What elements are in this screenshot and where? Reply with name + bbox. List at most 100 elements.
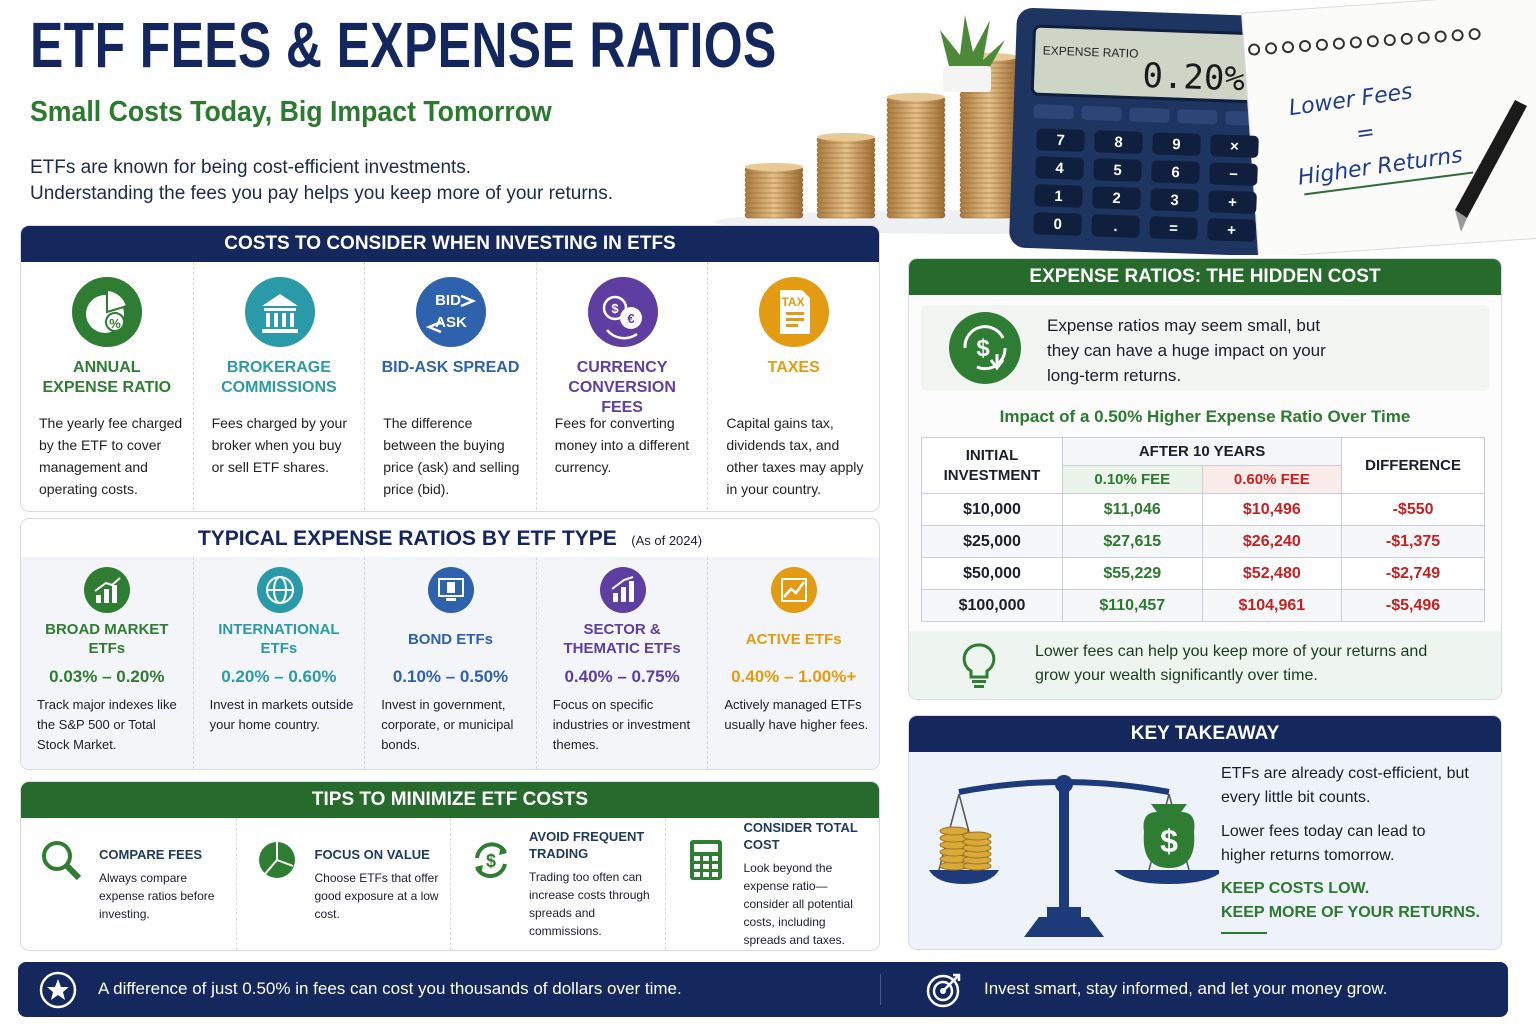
type-text: Actively managed ETFs usually have highe… bbox=[724, 697, 869, 732]
type-title-box: SECTOR & THEMATIC ETFs bbox=[537, 619, 708, 659]
icon-path bbox=[1455, 210, 1467, 232]
icon-g bbox=[1241, 0, 1536, 255]
cost-title: TAXES bbox=[767, 359, 820, 376]
icon-rect bbox=[943, 66, 991, 92]
cost-title-box: TAXES bbox=[708, 358, 879, 402]
cost-item: BID ASK BID-ASK SPREAD The difference betwe… bbox=[364, 262, 536, 510]
icon-circle bbox=[244, 277, 315, 347]
hidden-cost-intro: $ Expense ratios may seem small, but they… bbox=[921, 305, 1489, 391]
calculator-key-label: + bbox=[1227, 222, 1237, 239]
icon-circle bbox=[1298, 39, 1311, 52]
table-cell: -$2,749 bbox=[1341, 557, 1485, 590]
calculator-key-label: = bbox=[1169, 220, 1179, 237]
calculator-key-label: 5 bbox=[1113, 162, 1122, 179]
calculator-key bbox=[1036, 128, 1085, 152]
calculator-key-label: 2 bbox=[1112, 190, 1121, 207]
table-cell: $110,457 bbox=[1061, 589, 1203, 622]
cost-text: Fees charged by your broker when you buy… bbox=[211, 415, 347, 475]
cost-icon-text: % bbox=[109, 316, 121, 331]
icon-rect bbox=[265, 313, 270, 327]
type-title-box: BROAD MARKET ETFs bbox=[21, 619, 193, 659]
icon-rect bbox=[693, 844, 718, 852]
icon-path bbox=[425, 320, 442, 334]
takeaway-line: Lower fees today can lead to higher retu… bbox=[1221, 823, 1426, 864]
icon bbox=[428, 567, 475, 613]
calculator-key bbox=[1207, 218, 1256, 242]
calculator-key-label: − bbox=[1229, 166, 1239, 183]
tip-text: Look beyond the expense ratio—consider a… bbox=[743, 861, 853, 947]
icon bbox=[599, 567, 646, 613]
intro-line: Understanding the fees you pay helps you… bbox=[30, 183, 614, 204]
tip-item: FOCUS ON VALUE Choose ETFs that offer goo… bbox=[235, 818, 451, 950]
type-text: Focus on specific industries or investme… bbox=[552, 697, 691, 752]
table-cell: $100,000 bbox=[921, 589, 1063, 622]
notepad-line: = bbox=[1355, 120, 1377, 147]
calculator-key bbox=[1150, 188, 1199, 212]
icon-rect bbox=[1241, 0, 1536, 255]
hidden-cost-icon-text: $ bbox=[976, 335, 990, 362]
calculator-key bbox=[1093, 158, 1142, 182]
icon bbox=[256, 567, 303, 613]
icon-rect bbox=[273, 313, 278, 327]
table-cell: -$5,496 bbox=[1341, 589, 1485, 622]
icon-ellipse bbox=[745, 163, 803, 171]
tip-item: $ AVOID FREQUENT TRADING Trading too often… bbox=[450, 818, 665, 950]
types-heading: TYPICAL EXPENSE RATIOS BY ETF TYPE (As o… bbox=[21, 527, 879, 551]
icon-circle bbox=[619, 307, 642, 329]
icon-rect bbox=[693, 856, 700, 861]
subtitle: Small Costs Today, Big Impact Tomorrow bbox=[30, 96, 552, 128]
type-item: INTERNATIONAL ETFs 0.20% – 0.60% Invest in… bbox=[192, 557, 365, 769]
tip-body: FOCUS ON VALUE Choose ETFs that offer goo… bbox=[315, 826, 441, 942]
cost-text: Fees for converting money into a differe… bbox=[554, 415, 690, 475]
icon-circle bbox=[1332, 37, 1345, 50]
icon bbox=[689, 840, 722, 880]
hidden-cost-panel: EXPENSE RATIOS: THE HIDDEN COST $ Expense… bbox=[908, 258, 1502, 700]
types-title: TYPICAL EXPENSE RATIOS BY ETF TYPE bbox=[197, 527, 617, 550]
icon: TAX bbox=[759, 277, 830, 347]
icon bbox=[42, 841, 82, 881]
tip-text: Always compare expense ratios before inv… bbox=[99, 870, 215, 921]
icon-rect bbox=[261, 329, 298, 333]
icon-circle bbox=[1265, 42, 1278, 55]
icon bbox=[926, 973, 961, 1008]
calculator-key bbox=[1033, 212, 1082, 236]
table-cell: $50,000 bbox=[921, 557, 1063, 590]
icon bbox=[771, 567, 818, 613]
title: ETF FEES & EXPENSE RATIOS bbox=[30, 9, 777, 81]
icon-rect bbox=[438, 578, 465, 597]
table-header: 0.60% FEE bbox=[1201, 465, 1343, 494]
icon-rect bbox=[972, 680, 986, 683]
table-header: INITIAL INVESTMENT bbox=[921, 437, 1063, 494]
type-range: 0.20% – 0.60% bbox=[221, 667, 337, 686]
icon-ellipse bbox=[962, 831, 992, 841]
icon-rect bbox=[786, 324, 799, 327]
icon-path bbox=[929, 870, 999, 884]
icon-circle bbox=[602, 295, 628, 321]
takeaway-underline bbox=[1221, 932, 1267, 934]
calculator-key bbox=[1208, 190, 1257, 214]
icon-path bbox=[942, 973, 961, 992]
calculator-key-label: . bbox=[1113, 218, 1118, 235]
cost-icon-text: ASK bbox=[435, 314, 467, 331]
table-row: $10,000 $11,046 $10,496 -$550 bbox=[921, 493, 1485, 526]
icon-rect bbox=[1059, 787, 1069, 912]
icon-path bbox=[940, 15, 1005, 72]
calculator-key bbox=[1091, 214, 1140, 238]
icon-path bbox=[958, 779, 1170, 795]
type-item: BROAD MARKET ETFs 0.03% – 0.20% Track majo… bbox=[21, 557, 193, 769]
icon-circle bbox=[949, 312, 1021, 384]
icon-path bbox=[261, 294, 298, 306]
tip-icon-text: $ bbox=[486, 851, 496, 871]
icon-circle bbox=[1417, 31, 1430, 44]
hidden-cost-tip: Lower fees can help you keep more of you… bbox=[909, 631, 1501, 699]
calculator-key-label: × bbox=[1230, 138, 1240, 155]
bag-symbol: $ bbox=[1160, 823, 1178, 859]
type-text: Invest in government, corporate, or muni… bbox=[381, 697, 514, 752]
icon: % bbox=[72, 277, 142, 347]
calculator-key bbox=[1035, 156, 1084, 180]
icon-circle bbox=[1282, 41, 1295, 54]
costs-panel: COSTS TO CONSIDER WHEN INVESTING IN ETFS… bbox=[20, 225, 880, 512]
icon-path bbox=[963, 325, 1005, 349]
